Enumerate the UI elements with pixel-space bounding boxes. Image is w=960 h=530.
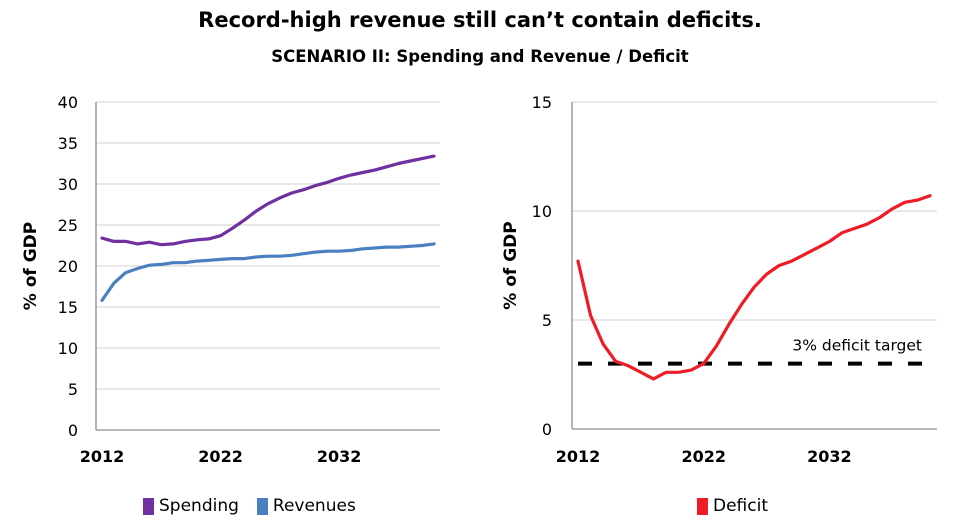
legend-item-deficit: Deficit	[697, 496, 768, 516]
legend-label-deficit: Deficit	[713, 496, 768, 516]
x-tick-label: 2022	[681, 447, 726, 466]
y-tick-label: 30	[58, 175, 78, 194]
x-tick-label: 2012	[556, 447, 601, 466]
legend-right: Deficit	[697, 496, 786, 516]
y-tick-label: 35	[58, 134, 78, 153]
chart-subtitle: SCENARIO II: Spending and Revenue / Defi…	[271, 47, 689, 66]
y-tick-label: 15	[58, 298, 78, 317]
x-tick-label: 2032	[807, 447, 852, 466]
x-tick-label: 2022	[198, 447, 243, 466]
legend-label-revenues: Revenues	[272, 496, 356, 516]
x-tick-label: 2032	[317, 447, 362, 466]
y-tick-label: 5	[68, 380, 78, 399]
y-tick-label: 40	[58, 93, 78, 112]
legend-swatch-revenues	[256, 497, 268, 515]
series-line-revenues	[100, 242, 436, 302]
y-axis-label: % of GDP	[21, 222, 41, 310]
y-tick-label: 0	[68, 421, 78, 440]
legend-item-spending: Spending	[143, 496, 239, 516]
y-tick-label: 10	[58, 339, 78, 358]
chart-title: Record-high revenue still can’t contain …	[198, 8, 762, 32]
y-tick-label: 10	[532, 202, 552, 221]
series-line-spending	[100, 154, 436, 247]
reference-line-label: 3% deficit target	[792, 337, 922, 355]
y-axis-label: % of GDP	[501, 221, 521, 309]
y-tick-label: 20	[58, 257, 78, 276]
y-tick-label: 0	[542, 420, 552, 439]
legend-swatch-spending	[143, 497, 154, 515]
y-tick-label: 15	[532, 93, 552, 112]
y-tick-label: 5	[542, 311, 552, 330]
legend-left: Spending Revenues	[143, 496, 374, 516]
y-tick-label: 25	[58, 216, 78, 235]
legend-label-spending: Spending	[159, 496, 239, 516]
series-line-deficit	[576, 194, 932, 381]
legend-item-revenues: Revenues	[256, 496, 356, 516]
legend-swatch-deficit	[697, 497, 708, 515]
x-tick-label: 2012	[80, 447, 125, 466]
